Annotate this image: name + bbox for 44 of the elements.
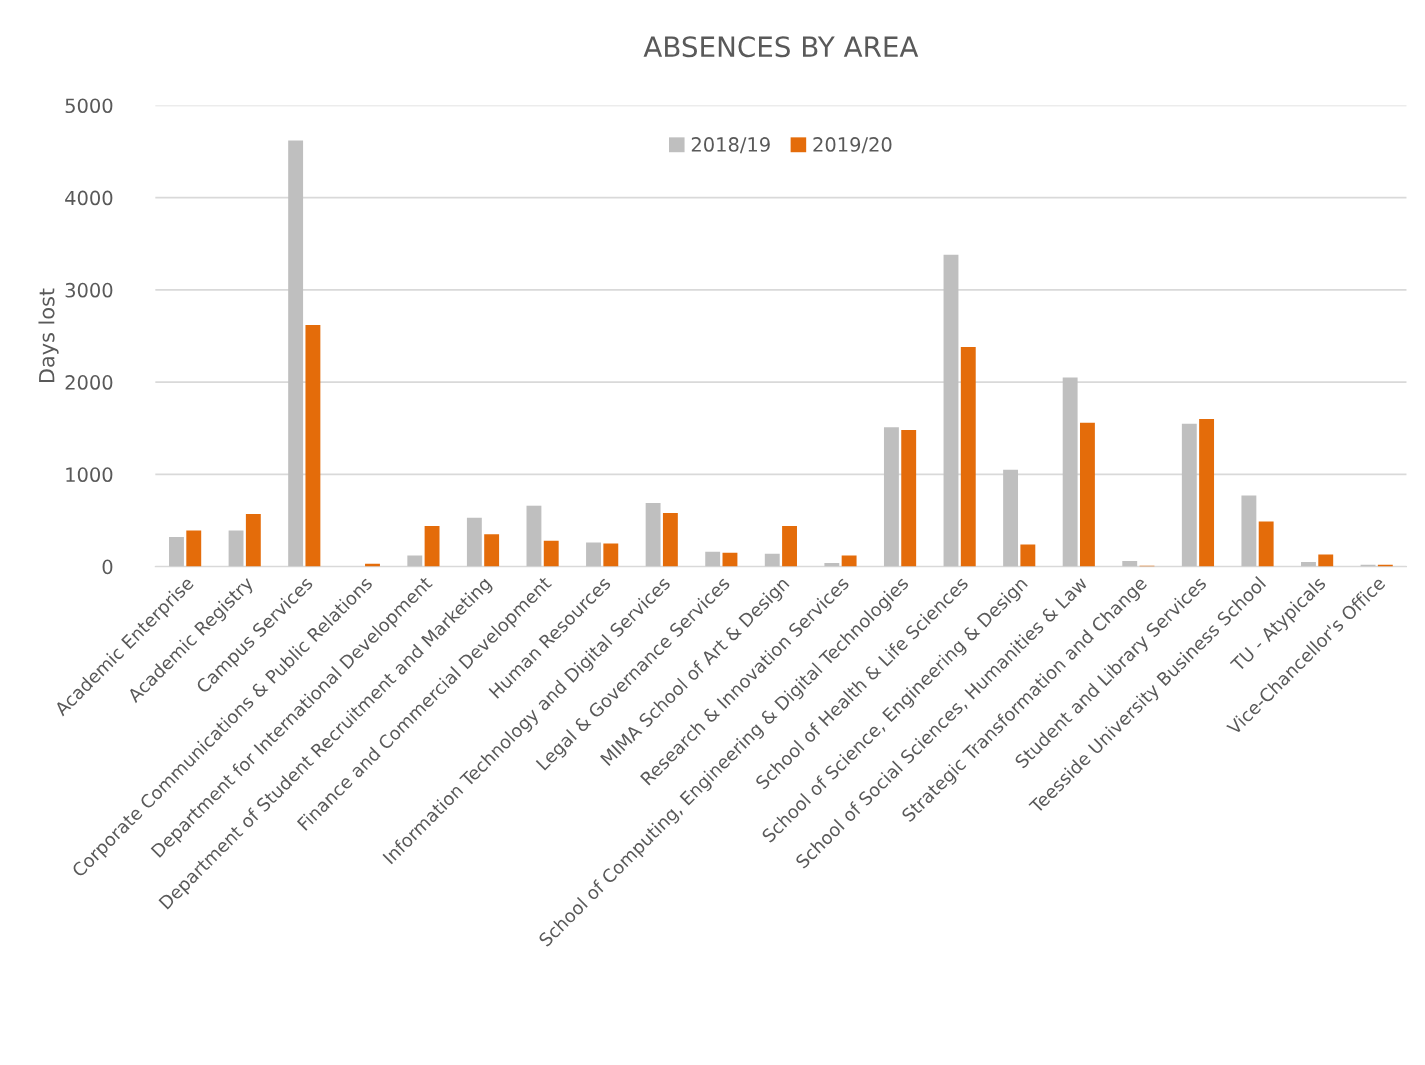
bar bbox=[424, 526, 440, 567]
legend-label: 2018/19 bbox=[691, 137, 770, 154]
bar bbox=[705, 551, 721, 567]
bar bbox=[1318, 554, 1334, 567]
bar bbox=[586, 542, 601, 567]
bar bbox=[1079, 422, 1095, 567]
y-tick-label: 0 bbox=[102, 559, 113, 575]
bar bbox=[901, 430, 917, 567]
bar bbox=[662, 513, 678, 567]
bar bbox=[169, 537, 184, 567]
bar bbox=[603, 543, 619, 567]
bar bbox=[1062, 377, 1078, 567]
bar bbox=[1020, 544, 1036, 567]
bar bbox=[782, 526, 797, 567]
bar bbox=[228, 530, 244, 567]
bar bbox=[484, 534, 500, 567]
bar bbox=[526, 505, 542, 567]
y-axis-title: Days lost bbox=[38, 288, 59, 383]
bar bbox=[1181, 423, 1197, 567]
bar bbox=[245, 514, 261, 567]
bar bbox=[305, 324, 321, 567]
bar bbox=[1241, 495, 1257, 567]
bar bbox=[407, 555, 423, 567]
chart-title: ABSENCES BY AREA bbox=[643, 36, 919, 58]
bar bbox=[1122, 561, 1138, 567]
bar bbox=[1003, 469, 1019, 567]
bar bbox=[645, 502, 661, 567]
bar bbox=[943, 254, 959, 567]
y-tick-label: 2000 bbox=[65, 375, 113, 390]
y-tick-label: 1000 bbox=[66, 467, 113, 483]
bar bbox=[1199, 419, 1215, 567]
bar bbox=[186, 530, 202, 567]
bar bbox=[1258, 521, 1274, 567]
bar bbox=[466, 517, 482, 567]
bar bbox=[543, 540, 559, 567]
bar bbox=[960, 347, 976, 567]
y-tick-label: 4000 bbox=[65, 190, 113, 206]
bar bbox=[764, 553, 780, 567]
bar bbox=[288, 140, 304, 567]
y-tick-label: 3000 bbox=[65, 282, 113, 298]
y-tick-label: 5000 bbox=[65, 98, 113, 114]
legend-label: 2019/20 bbox=[813, 137, 892, 154]
bar bbox=[883, 427, 899, 567]
bar bbox=[841, 555, 857, 567]
